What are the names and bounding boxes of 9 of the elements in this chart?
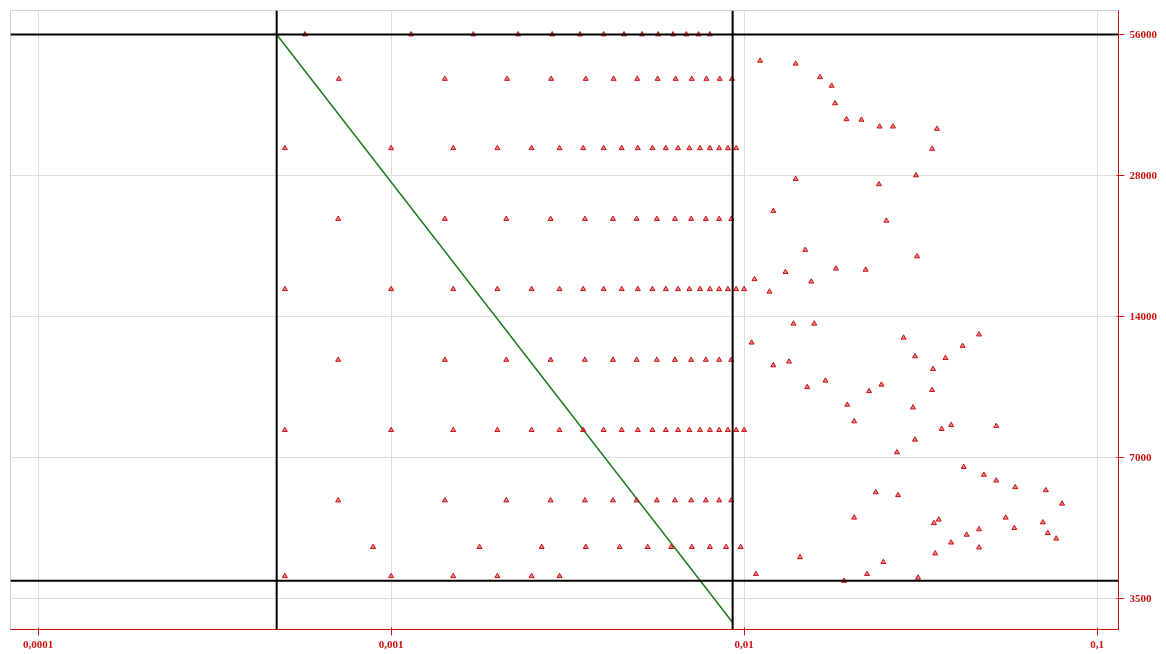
y-tick-label: 56000	[1129, 27, 1158, 40]
y-tick-label: 7000	[1129, 450, 1152, 463]
x-tick-label: 0,0001	[23, 637, 54, 650]
x-tick-label: 0,1	[1090, 637, 1104, 650]
y-tick-label: 14000	[1129, 309, 1158, 322]
x-tick-label: 0,01	[734, 637, 754, 650]
y-tick-label: 3500	[1129, 591, 1152, 604]
y-tick-label: 28000	[1129, 168, 1158, 181]
x-tick-label: 0,001	[378, 637, 404, 650]
